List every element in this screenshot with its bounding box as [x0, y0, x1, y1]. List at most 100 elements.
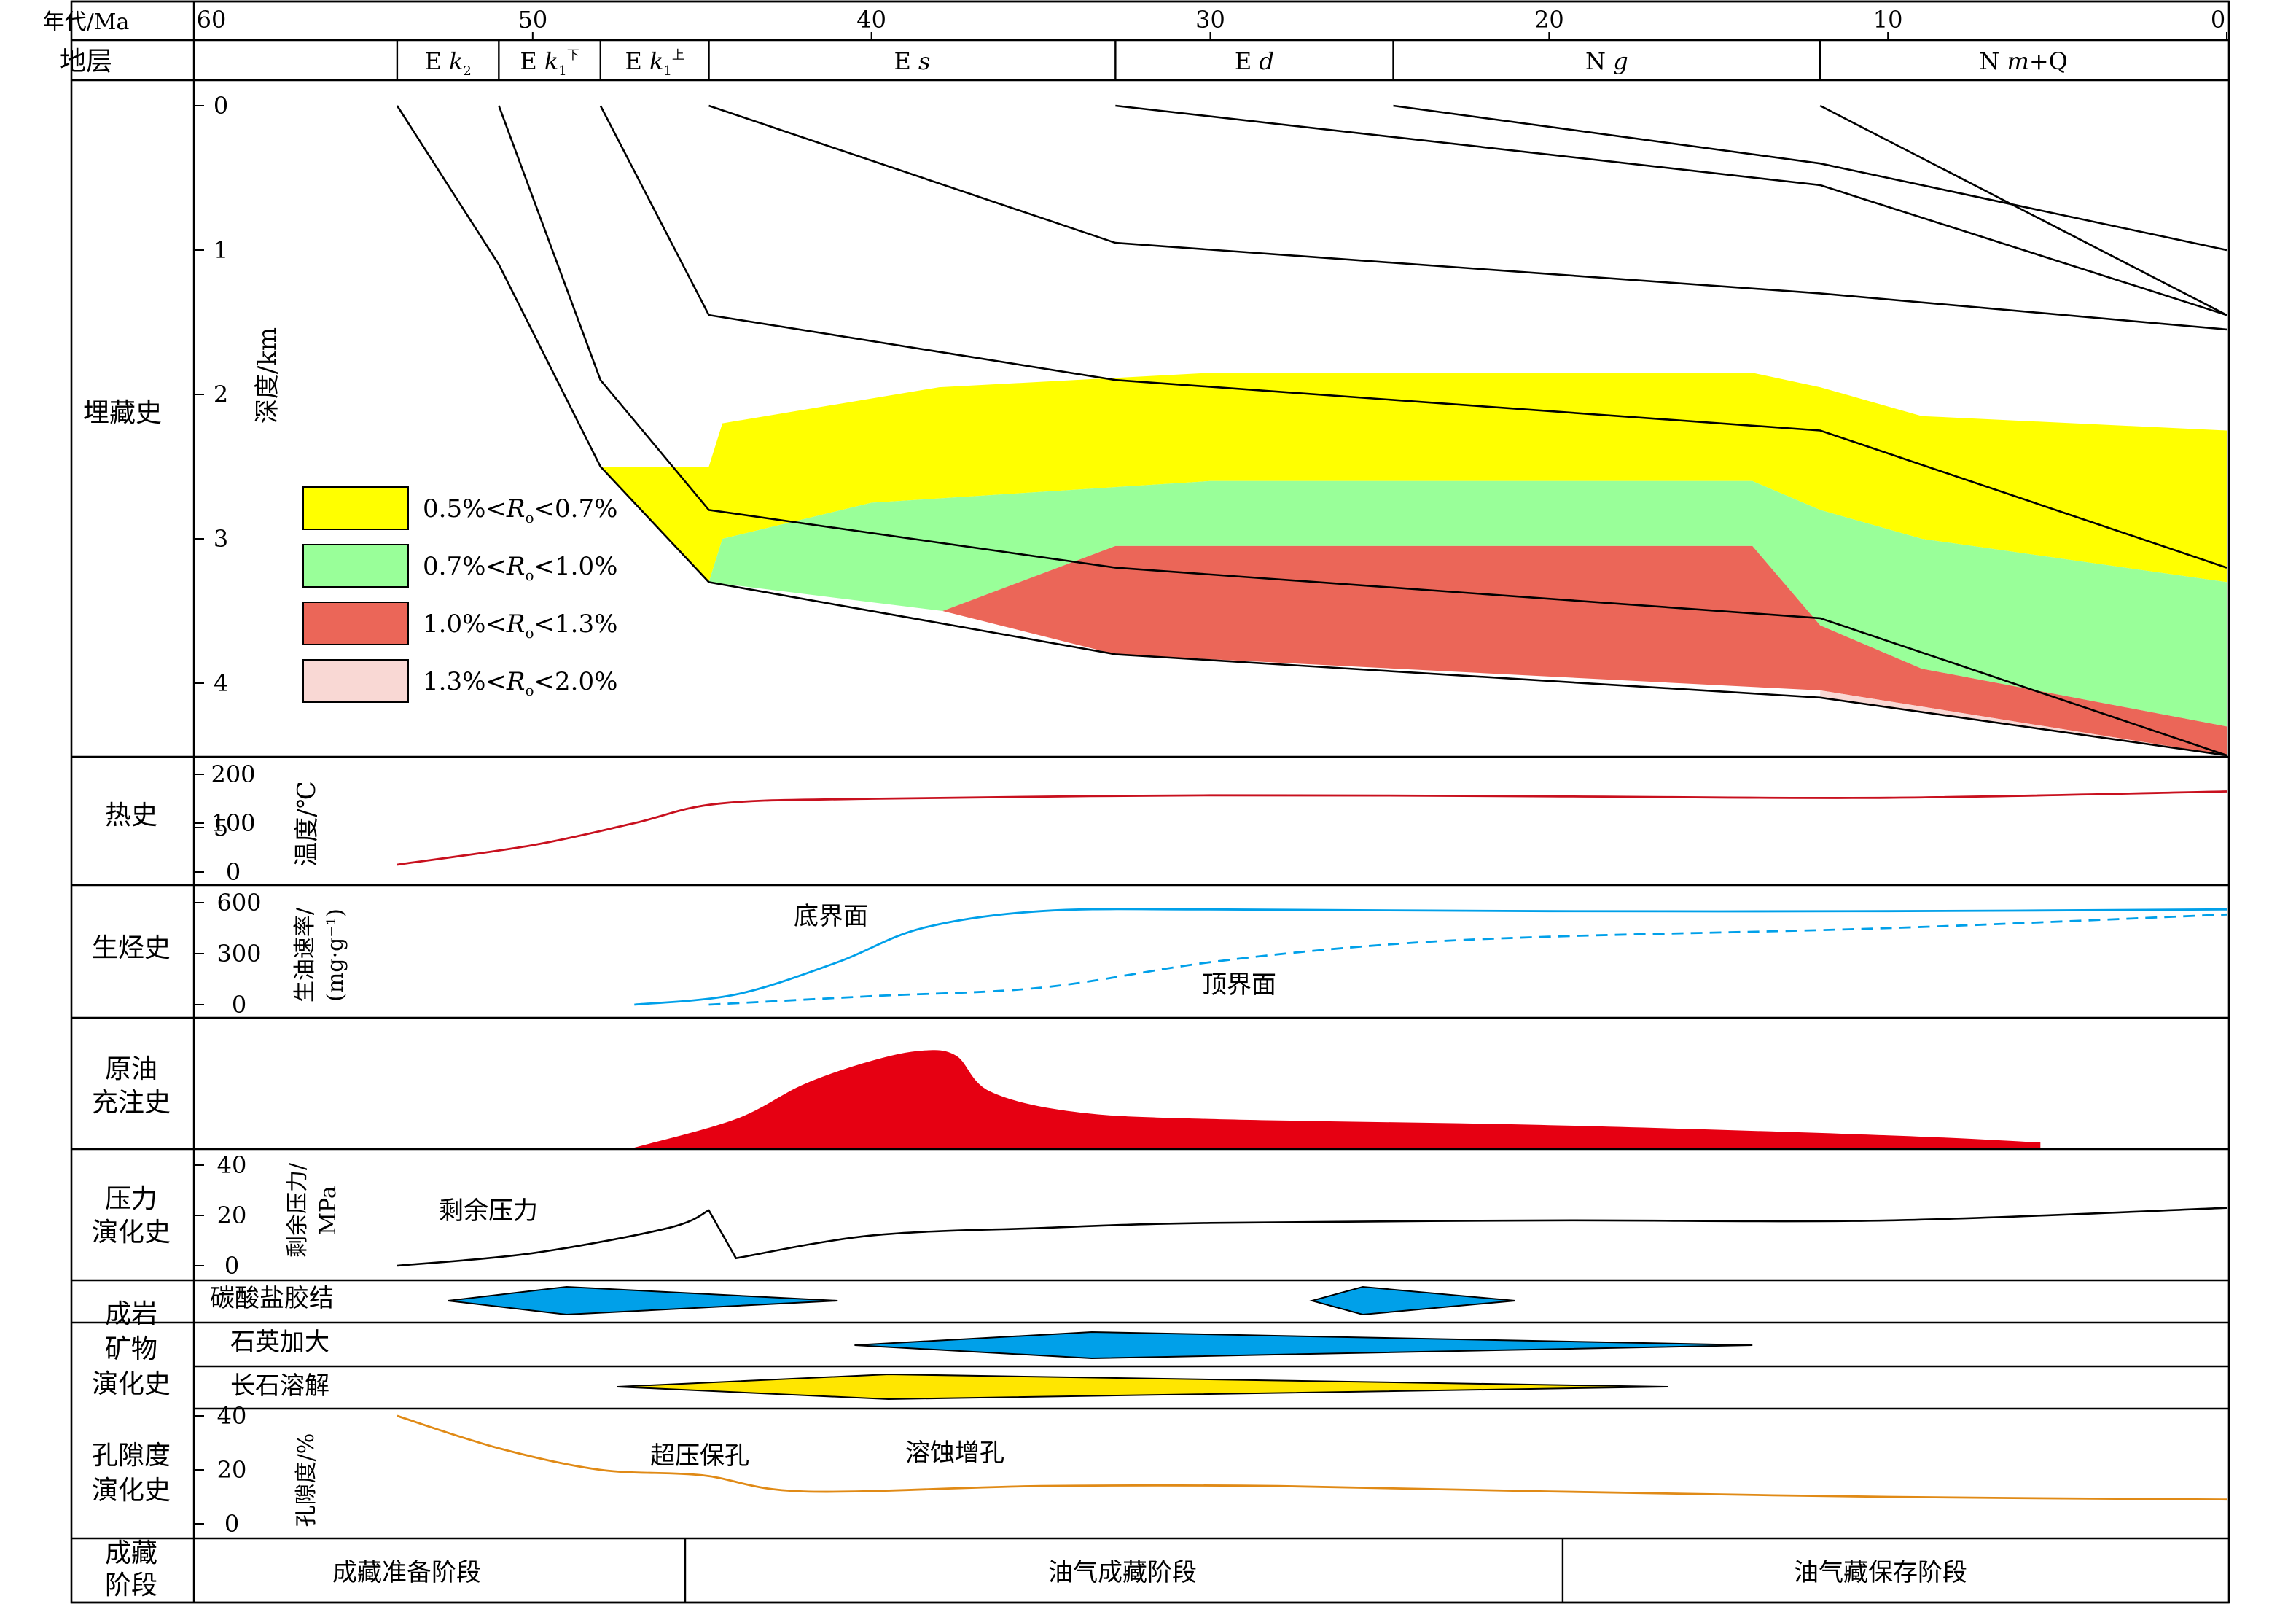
row-label-stage-2: 阶段	[105, 1570, 157, 1600]
diagenesis-lens-1-2	[1309, 1285, 1515, 1316]
overpressure-annotation: 剩余压力	[439, 1196, 538, 1226]
legend-label-2: 0.7%<Ro<1.0%	[423, 552, 617, 584]
depth-tick-label-1: 1	[214, 236, 228, 264]
row-label-diagenesis-2: 矿物	[105, 1334, 157, 1364]
age-tick-labels: 60 50 40 30 20 10 0	[197, 6, 2226, 34]
strata-labels: E k2 E k1下 E k1上 E s E d N g N m+Q	[424, 47, 2067, 79]
row-label-stage-1: 成藏	[105, 1538, 157, 1568]
maturity-legend: 0.5%<Ro<0.7% 0.7%<Ro<1.0% 1.0%<Ro<1.3% 1.3%…	[302, 486, 617, 703]
stage-label-preservation: 油气藏保存阶段	[1794, 1558, 1967, 1587]
diagenesis-lens-2-1	[854, 1331, 1753, 1360]
legend-label-1: 0.5%<Ro<0.7%	[423, 494, 617, 526]
row-label-diagenesis-1: 成岩	[105, 1299, 157, 1329]
maturity-zone-1	[600, 373, 2227, 583]
porosity-curve	[397, 1414, 2227, 1501]
hc-bottom-surface-curve	[634, 908, 2227, 1006]
age-tick-label-20: 20	[1534, 6, 1564, 34]
pressure-curve	[397, 1207, 2227, 1267]
pressure-tick-label-40: 40	[217, 1151, 247, 1179]
strata-header-label: 地层	[60, 47, 112, 77]
hc-axis-label-1: 生油速率/	[292, 907, 318, 1002]
porosity-tick-label-20: 20	[217, 1456, 247, 1484]
age-tick-label-10: 10	[1873, 6, 1903, 34]
row-label-hc: 生烃史	[92, 933, 171, 963]
temp-axis-label: 温度/℃	[292, 781, 321, 867]
legend-swatch-3	[302, 602, 409, 645]
outer-frame	[70, 0, 2230, 1604]
temperature-curve	[397, 790, 2227, 866]
porosity-tick-label-0: 0	[224, 1510, 239, 1538]
diagenesis-lens-1-1	[448, 1285, 838, 1316]
burial-line-1	[396, 105, 2227, 757]
hc-tick-label-0: 0	[232, 991, 246, 1019]
fill-layer	[448, 373, 2227, 1401]
porosity-axis-label: 孔隙度/%	[294, 1433, 319, 1527]
pressure-axis-label-1: 剩余压力/	[285, 1162, 311, 1258]
pore-preserve-annotation: 超压保孔	[650, 1441, 749, 1471]
strata-label-1: E k2	[424, 47, 471, 79]
row-label-pressure-1: 压力	[105, 1184, 157, 1214]
maturity-zone-2	[708, 480, 2227, 727]
strata-label-5: E d	[1235, 47, 1274, 75]
legend-swatch-4	[302, 659, 409, 703]
tick-layer: 0 1 2 3 4 5 0 100 200 0 300 600 0 20 40 0 20 40	[193, 32, 2227, 1538]
pressure-tick-label-0: 0	[224, 1252, 239, 1280]
age-tick-label-0: 0	[2211, 6, 2225, 34]
age-tick-label-30: 30	[1195, 6, 1225, 34]
pressure-axis-label-2: MPa	[316, 1186, 341, 1235]
burial-line-6	[1393, 104, 2227, 252]
row-label-porosity-2: 演化史	[92, 1476, 171, 1506]
pore-dissolution-annotation: 溶蚀增孔	[905, 1438, 1004, 1468]
legend-swatch-1	[302, 486, 409, 530]
top-surface-annotation: 顶界面	[1202, 970, 1276, 1000]
stage-label-preparation: 成藏准备阶段	[332, 1558, 481, 1587]
diagenesis-label-feldspar: 长石溶解	[230, 1371, 329, 1401]
curve-layer	[396, 104, 2227, 1501]
legend-swatch-2	[302, 544, 409, 588]
temp-tick-label-200: 200	[211, 760, 255, 788]
depth-tick-label-0: 0	[214, 92, 228, 120]
diagenesis-lens-3-1	[617, 1373, 1668, 1401]
depth-tick-label-4: 4	[214, 669, 228, 697]
depth-tick-label-2: 2	[214, 381, 228, 408]
burial-line-3	[599, 105, 2227, 569]
burial-line-5	[1115, 104, 2227, 316]
bottom-surface-annotation: 底界面	[794, 902, 868, 931]
row-label-charge-2: 充注史	[92, 1088, 171, 1118]
row-label-charge-1: 原油	[105, 1054, 157, 1084]
pressure-tick-label-20: 20	[217, 1202, 247, 1229]
row-label-pressure-2: 演化史	[92, 1218, 171, 1247]
burial-line-7	[1819, 104, 2227, 316]
row-label-diagenesis-3: 演化史	[92, 1369, 171, 1399]
hc-tick-label-600: 600	[216, 889, 261, 916]
age-header-label: 年代/Ma	[43, 9, 130, 35]
stage-label-accumulation: 油气成藏阶段	[1048, 1558, 1197, 1587]
legend-label-4: 1.3%<Ro<2.0%	[423, 667, 617, 699]
depth-axis-label: 深度/km	[253, 327, 282, 424]
hc-top-surface-curve	[708, 913, 2227, 1006]
temp-tick-label-0: 0	[226, 858, 241, 886]
strata-label-3: E k1上	[625, 47, 684, 79]
strata-label-4: E s	[894, 47, 930, 75]
row-label-thermal: 热史	[105, 801, 157, 830]
oil-charging-area	[634, 1050, 2041, 1148]
burial-line-4	[708, 104, 2227, 331]
row-label-porosity-1: 孔隙度	[92, 1441, 171, 1471]
row-label-burial: 埋藏史	[83, 398, 162, 428]
maturity-zone-3	[942, 545, 2227, 755]
temp-tick-label-100: 100	[211, 809, 255, 837]
diagenesis-label-quartz: 石英加大	[230, 1328, 329, 1357]
burial-line-2	[498, 105, 2227, 757]
porosity-tick-label-40: 40	[217, 1402, 247, 1430]
hc-tick-label-300: 300	[216, 940, 261, 968]
hc-axis-label-2: (mg·g⁻¹)	[323, 908, 348, 1002]
frame-layer	[70, 0, 2230, 1604]
diagenesis-label-carbonate: 碳酸盐胶结	[210, 1284, 334, 1313]
age-tick-label-50: 50	[518, 6, 547, 34]
age-tick-label-40: 40	[856, 6, 886, 34]
depth-tick-label-3: 3	[214, 525, 228, 553]
maturity-zone-4	[1820, 690, 2227, 755]
age-tick-label-60: 60	[197, 6, 227, 34]
depth-tick-label-5: 5	[214, 814, 228, 841]
